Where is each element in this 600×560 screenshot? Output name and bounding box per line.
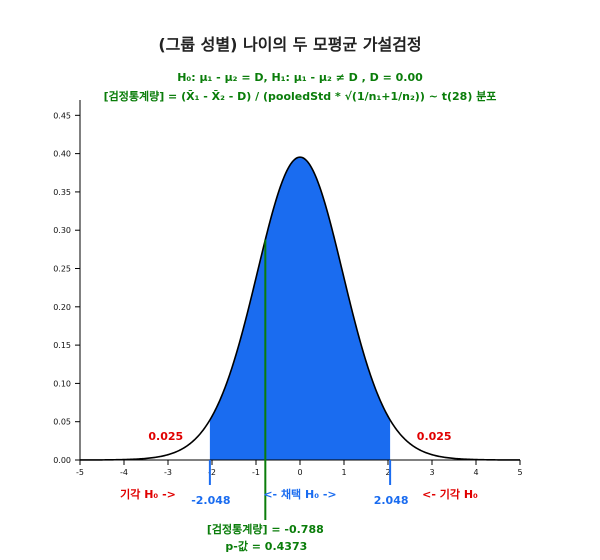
density-curve [80,156,520,461]
plot-area: 0.00 0.05 0.10 0.15 0.20 0.25 0.30 0.35 0.40 0.45… [53,100,523,553]
acceptance-region-area [209,157,391,460]
critical-value-low-label: -2.048 [191,494,230,507]
reject-right-label: <- 기각 H₀ [422,487,478,501]
y-tick-label: 0.30 [53,226,71,235]
x-tick-label: 3 [429,468,434,477]
x-tick-label: 4 [473,468,478,477]
x-tick-label: -5 [76,468,84,477]
x-tick-label: 0 [297,468,302,477]
statistic-formula-line: [검정통계량] = (X̄₁ - X̄₂ - D) / (pooledStd *… [104,89,497,103]
test-statistic-label: [검정통계량] = -0.788 [207,522,324,536]
y-tick-label: 0.40 [53,150,71,159]
y-tick-label: 0.35 [53,188,71,197]
left-tail-area-label: 0.025 [148,430,183,443]
y-tick-label: 0.05 [53,418,71,427]
y-tick-label: 0.15 [53,341,71,350]
chart-title: (그룹 성별) 나이의 두 모평균 가설검정 [158,35,421,54]
y-tick-label: 0.20 [53,303,71,312]
x-tick-label: 1 [341,468,346,477]
reject-left-label: 기각 H₀ -> [120,487,176,501]
x-tick-label: -2 [208,468,216,477]
x-tick-label: -1 [252,468,260,477]
y-tick-label: 0.00 [53,456,71,465]
x-axis-ticks: -5 -4 -3 -2 -1 0 1 2 3 4 5 [76,460,523,477]
y-tick-label: 0.10 [53,379,71,388]
critical-value-high-label: 2.048 [374,494,409,507]
p-value-label: p-값 = 0.4373 [225,540,307,553]
x-tick-label: 2 [385,468,390,477]
x-tick-label: -3 [164,468,172,477]
y-tick-label: 0.45 [53,111,71,120]
y-axis-ticks: 0.00 0.05 0.10 0.15 0.20 0.25 0.30 0.35 0.40 0.45 [53,111,80,465]
right-tail-area-label: 0.025 [417,430,452,443]
accept-region-label: <- 채택 H₀ -> [263,487,336,501]
y-tick-label: 0.25 [53,265,71,274]
hypothesis-line: H₀: μ₁ - μ₂ = D, H₁: μ₁ - μ₂ ≠ D , D = 0… [177,71,423,84]
x-tick-label: 5 [517,468,522,477]
x-tick-label: -4 [120,468,128,477]
